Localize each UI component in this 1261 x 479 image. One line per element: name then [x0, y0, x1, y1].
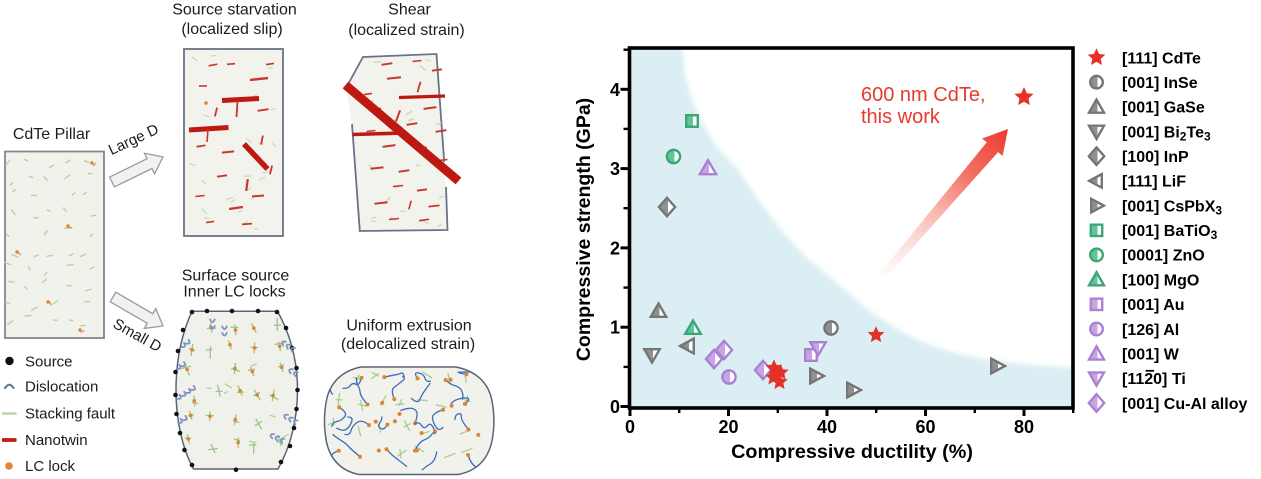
svg-text:[001] BaTiO3: [001] BaTiO3 — [1122, 223, 1218, 242]
svg-text:80: 80 — [1014, 417, 1034, 437]
svg-text:(localized strain): (localized strain) — [348, 22, 464, 39]
svg-text:3: 3 — [610, 159, 620, 179]
svg-text:Uniform extrusion: Uniform extrusion — [346, 318, 471, 335]
svg-text:[001] Bi2Te3: [001] Bi2Te3 — [1122, 124, 1211, 143]
svg-text:Inner LC locks: Inner LC locks — [183, 284, 285, 301]
svg-text:[001] InSe: [001] InSe — [1122, 75, 1198, 92]
svg-text:40: 40 — [817, 417, 837, 437]
svg-text:(localized slip): (localized slip) — [181, 21, 282, 38]
svg-text:600 nm CdTe,: 600 nm CdTe, — [861, 84, 986, 106]
svg-text:20: 20 — [718, 417, 738, 437]
svg-text:Stacking fault: Stacking fault — [25, 406, 116, 423]
svg-text:[100] MgO: [100] MgO — [1122, 272, 1199, 289]
svg-text:2: 2 — [610, 238, 620, 258]
svg-text:Compressive ductility (%): Compressive ductility (%) — [731, 441, 973, 463]
svg-text:LC lock: LC lock — [25, 458, 76, 475]
svg-text:1: 1 — [610, 318, 620, 338]
svg-text:Shear: Shear — [388, 2, 431, 19]
svg-text:Source: Source — [25, 354, 73, 371]
svg-text:[001] CsPbX3: [001] CsPbX3 — [1122, 198, 1222, 217]
svg-text:4: 4 — [610, 80, 620, 100]
svg-text:0: 0 — [610, 397, 620, 417]
svg-text:0: 0 — [625, 417, 635, 437]
svg-text:Source starvation: Source starvation — [172, 2, 297, 19]
svg-text:Compressive strength (GPa): Compressive strength (GPa) — [573, 98, 595, 361]
svg-text:[001] Cu-Al alloy: [001] Cu-Al alloy — [1122, 396, 1247, 413]
svg-text:[001] W: [001] W — [1122, 346, 1180, 363]
svg-text:60: 60 — [915, 417, 935, 437]
svg-text:Dislocation: Dislocation — [25, 379, 98, 396]
svg-text:[001] Au: [001] Au — [1122, 297, 1185, 314]
svg-text:this work: this work — [861, 106, 941, 128]
svg-text:[0001] ZnO: [0001] ZnO — [1122, 248, 1205, 265]
svg-text:[001] GaSe: [001] GaSe — [1122, 100, 1205, 117]
svg-text:[111] CdTe: [111] CdTe — [1122, 50, 1201, 67]
svg-text:Nanotwin: Nanotwin — [25, 432, 88, 449]
svg-text:Large D: Large D — [106, 121, 162, 159]
svg-text:CdTe Pillar: CdTe Pillar — [13, 126, 91, 143]
svg-text:[1120] Ti: [1120] Ti — [1122, 371, 1186, 388]
svg-text:(delocalized strain): (delocalized strain) — [341, 336, 475, 353]
svg-text:[100] InP: [100] InP — [1122, 149, 1189, 166]
svg-text:[111] LiF: [111] LiF — [1122, 174, 1186, 191]
svg-text:Surface source: Surface source — [182, 268, 290, 285]
svg-text:[126] Al: [126] Al — [1122, 322, 1179, 339]
